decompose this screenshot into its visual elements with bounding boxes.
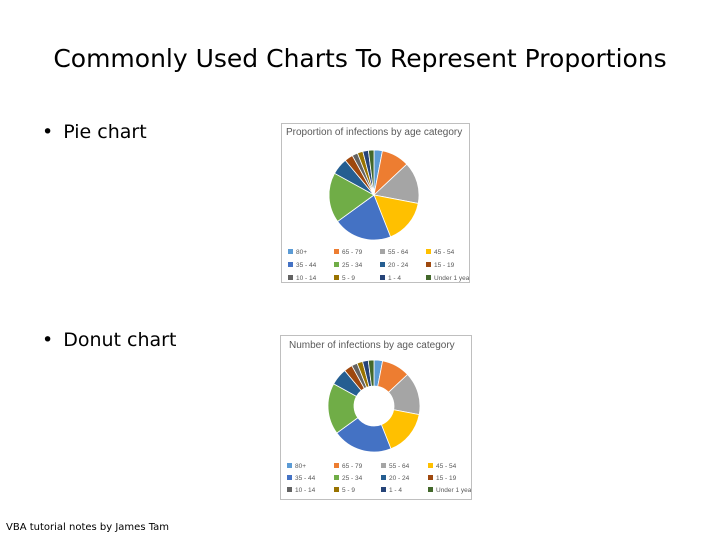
legend-label-55-64: 55 - 64 [388,249,409,256]
legend-label-35-44: 35 - 44 [295,475,316,482]
legend-label-25-34: 25 - 34 [342,475,363,482]
legend-label-25-34: 25 - 34 [342,262,363,269]
legend-label-10-14: 10 - 14 [296,275,317,282]
pie-slice-35-44 [337,194,392,241]
legend-swatch-1-4 [380,275,385,280]
legend-label-5-9: 5 - 9 [342,275,355,282]
legend-swatch-15-19 [426,262,431,267]
legend-swatch-5-9 [334,275,339,280]
pie-slice-25-34 [328,172,375,223]
legend-swatch-under-1-year [428,487,433,492]
legend-swatch-80 [287,463,292,468]
footer-credit: VBA tutorial notes by James Tam [6,522,170,533]
legend-swatch-5-9 [334,487,339,492]
legend-label-35-44: 35 - 44 [296,262,317,269]
legend-swatch-10-14 [287,487,292,492]
legend-swatch-20-24 [381,475,386,480]
legend-swatch-80 [288,249,293,254]
legend-label-45-54: 45 - 54 [436,463,457,470]
chart-title: Number of infections by age category [289,340,455,351]
pie-chart: Proportion of infections by age category… [286,127,469,282]
legend-swatch-65-79 [334,249,339,254]
legend-label-10-14: 10 - 14 [295,487,316,494]
legend-swatch-45-54 [428,463,433,468]
bullet-dot-icon: • [42,121,54,143]
donut-slice-under-1-year [367,359,375,387]
legend-swatch-45-54 [426,249,431,254]
legend-label-15-19: 15 - 19 [434,262,455,269]
legend-label-80: 80+ [295,463,306,470]
legend-swatch-under-1-year [426,275,431,280]
bullet-pie-label: Pie chart [63,121,147,143]
legend-swatch-10-14 [288,275,293,280]
pie-chart-panel: Proportion of infections by age category… [281,123,470,283]
legend-label-under-1-year: Under 1 year [436,487,471,494]
legend-label-45-54: 45 - 54 [434,249,455,256]
legend-swatch-25-34 [334,262,339,267]
legend-swatch-35-44 [288,262,293,267]
bullet-donut-chart: • Donut chart [42,329,176,351]
legend-label-1-4: 1 - 4 [389,487,402,494]
bullet-pie-chart: • Pie chart [42,121,147,143]
legend-swatch-25-34 [334,475,339,480]
legend-swatch-1-4 [381,487,386,492]
chart-title: Proportion of infections by age category [286,127,462,138]
legend-swatch-55-64 [380,249,385,254]
legend-swatch-65-79 [334,463,339,468]
legend-label-80: 80+ [296,249,307,256]
legend-swatch-20-24 [380,262,385,267]
legend-label-20-24: 20 - 24 [389,475,410,482]
legend-label-20-24: 20 - 24 [388,262,409,269]
legend-label-5-9: 5 - 9 [342,487,355,494]
slide-title: Commonly Used Charts To Represent Propor… [53,44,667,73]
donut-chart: Number of infections by age category 80+ 6… [287,340,471,494]
donut-chart-panel: Number of infections by age category 80+ 6… [280,335,472,500]
legend-label-55-64: 55 - 64 [389,463,410,470]
legend-label-65-79: 65 - 79 [342,463,363,470]
bullet-dot-icon: • [42,329,54,351]
pie-slice-45-54 [373,194,419,238]
legend-swatch-15-19 [428,475,433,480]
pie-slice-under-1-year [367,149,375,196]
legend-label-15-19: 15 - 19 [436,475,457,482]
legend-label-65-79: 65 - 79 [342,249,363,256]
legend-label-under-1-year: Under 1 year [434,275,469,282]
bullet-donut-label: Donut chart [63,329,177,351]
legend-label-1-4: 1 - 4 [388,275,401,282]
legend-swatch-35-44 [287,475,292,480]
legend-swatch-55-64 [381,463,386,468]
